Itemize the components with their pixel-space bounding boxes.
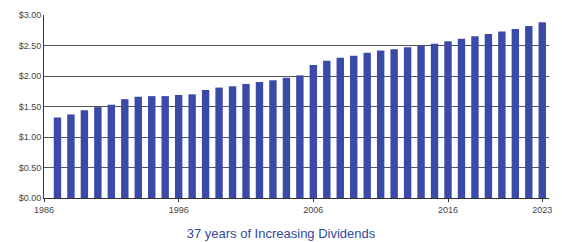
svg-text:$3.00: $3.00 [19, 10, 42, 20]
svg-text:1996: 1996 [169, 205, 189, 215]
svg-text:37 years of Increasing Dividen: 37 years of Increasing Dividends [187, 226, 376, 241]
svg-text:$1.00: $1.00 [19, 132, 42, 142]
svg-text:2016: 2016 [438, 205, 458, 215]
svg-text:$2.00: $2.00 [19, 71, 42, 81]
svg-text:$0.50: $0.50 [19, 163, 42, 173]
svg-text:2023: 2023 [532, 205, 552, 215]
svg-text:$0.00: $0.00 [19, 193, 42, 203]
svg-text:$2.50: $2.50 [19, 41, 42, 51]
svg-text:$1.50: $1.50 [19, 102, 42, 112]
svg-text:1986: 1986 [34, 205, 54, 215]
svg-text:2006: 2006 [303, 205, 323, 215]
